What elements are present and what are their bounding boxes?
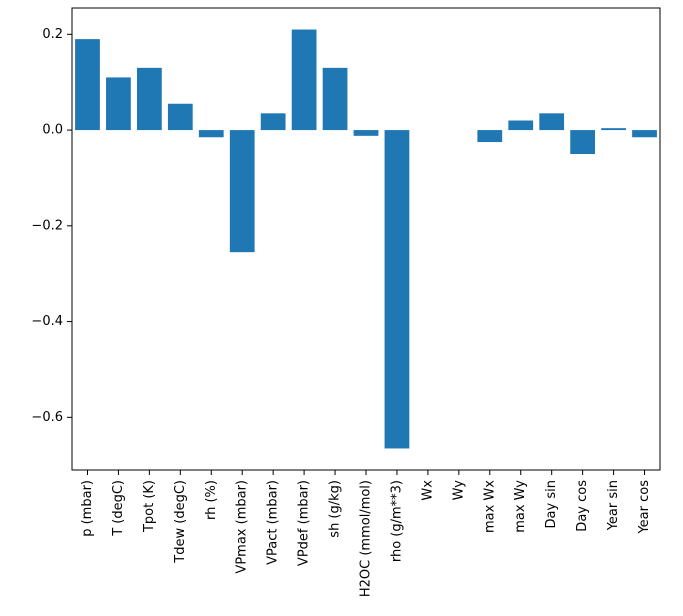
x-tick-label: p (mbar) xyxy=(80,480,95,537)
x-tick-label: Day cos xyxy=(575,480,590,532)
bar xyxy=(229,130,255,253)
plot-area xyxy=(71,7,661,471)
bar xyxy=(322,67,348,131)
bar xyxy=(570,130,596,155)
x-tick-label: H2OC (mmol/mol) xyxy=(359,480,374,597)
bar xyxy=(75,39,100,131)
bar xyxy=(167,103,193,131)
bar xyxy=(632,130,657,138)
bar xyxy=(353,130,379,136)
bar xyxy=(291,29,317,131)
x-tick-label: VPdef (mbar) xyxy=(297,480,312,566)
bar xyxy=(198,130,224,138)
y-tick-label: 0.0 xyxy=(42,123,63,138)
x-tick-label: max Wy xyxy=(513,480,528,533)
y-tick-label: −0.4 xyxy=(31,314,63,329)
bar xyxy=(539,113,565,131)
y-tick-label: −0.6 xyxy=(31,410,63,425)
bar xyxy=(384,130,410,449)
y-tick-label: −0.2 xyxy=(31,218,63,233)
x-tick-label: Wy xyxy=(451,480,466,501)
x-tick-label: Tdew (degC) xyxy=(173,480,188,564)
bar xyxy=(136,67,162,131)
bar xyxy=(260,113,286,131)
bar xyxy=(508,120,534,131)
x-tick-label: VPact (mbar) xyxy=(266,480,281,565)
bar xyxy=(477,130,503,143)
x-tick-label: max Wx xyxy=(482,480,497,533)
x-tick-label: Wx xyxy=(420,480,435,501)
x-tick-label: VPmax (mbar) xyxy=(235,480,250,574)
x-tick-label: Year sin xyxy=(606,480,621,531)
x-tick-label: T (degC) xyxy=(111,480,126,537)
x-tick-label: Tpot (K) xyxy=(142,480,157,533)
x-tick-label: Day sin xyxy=(544,480,559,528)
bar xyxy=(106,77,131,131)
y-tick-label: 0.2 xyxy=(42,27,63,42)
x-tick-label: Year cos xyxy=(637,480,652,535)
bar xyxy=(601,128,626,131)
x-tick-label: sh (g/kg) xyxy=(328,480,343,538)
x-tick-label: rho (g/m**3) xyxy=(389,480,404,562)
x-tick-label: rh (%) xyxy=(204,480,219,520)
